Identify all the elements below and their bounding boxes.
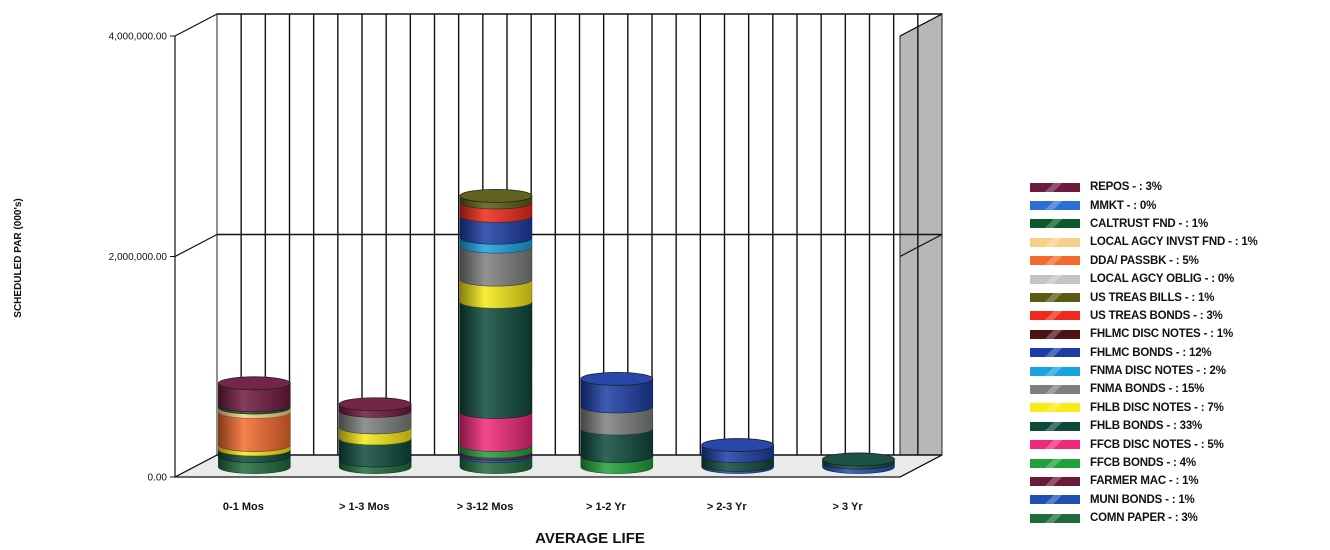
y-axis-label: SCHEDULED PAR (000's)	[13, 198, 24, 317]
legend-label: LOCAL AGCY OBLIG - : 0%	[1090, 273, 1235, 286]
legend-label: COMN PAPER - : 3%	[1090, 512, 1198, 525]
legend-item: FNMA BONDS - : 15%	[1030, 380, 1330, 398]
bar-stack	[338, 397, 412, 474]
grid-depth-line	[174, 13, 218, 37]
bar-top-cap	[701, 438, 775, 452]
legend-swatch	[1030, 403, 1080, 413]
legend-item: FFCB BONDS - : 4%	[1030, 454, 1330, 472]
legend-swatch	[1030, 256, 1080, 266]
side-grid-line	[899, 233, 943, 258]
legend-swatch	[1030, 495, 1080, 505]
x-tick-label: > 3-12 Mos	[457, 501, 514, 513]
legend-item: MUNI BONDS - : 1%	[1030, 491, 1330, 509]
x-tick-label: 0-1 Mos	[223, 501, 264, 513]
x-tick-label: > 3 Yr	[833, 501, 864, 513]
legend-label: REPOS - : 3%	[1090, 181, 1162, 194]
bars	[217, 188, 895, 474]
bar-top-cap	[338, 397, 412, 412]
legend-item: FHLMC BONDS - : 12%	[1030, 344, 1330, 362]
bar-stack	[701, 438, 775, 474]
legend-item: US TREAS BILLS - : 1%	[1030, 288, 1330, 306]
legend-swatch	[1030, 182, 1080, 192]
grid-depth-line	[174, 454, 218, 478]
legend-label: LOCAL AGCY INVST FND - : 1%	[1090, 236, 1258, 249]
bar-stack	[217, 376, 291, 474]
x-tick-label: > 1-2 Yr	[586, 501, 627, 513]
y-tick-label: 2,000,000.00	[109, 252, 168, 263]
bar-top-cap	[459, 188, 533, 203]
bar-stack	[459, 188, 533, 474]
axes: 0.00 2,000,000.00 4,000,000.00 0-1 Mos > 1-3…	[109, 32, 900, 513]
legend-item: FARMER MAC - : 1%	[1030, 472, 1330, 490]
legend-label: FHLB BONDS - : 33%	[1090, 420, 1203, 433]
legend-item: FHLB DISC NOTES - : 7%	[1030, 399, 1330, 417]
stacked-bar-chart: 0.00 2,000,000.00 4,000,000.00 0-1 Mos > 1-3…	[13, 13, 943, 547]
legend-swatch	[1030, 440, 1080, 450]
legend-label: US TREAS BILLS - : 1%	[1090, 291, 1215, 304]
legend-swatch	[1030, 384, 1080, 394]
y-tick-label: 4,000,000.00	[109, 32, 168, 43]
legend-swatch	[1030, 476, 1080, 486]
legend-swatch	[1030, 513, 1080, 523]
legend-item: US TREAS BONDS - : 3%	[1030, 307, 1330, 325]
x-axis-label: AVERAGE LIFE	[535, 530, 645, 547]
legend-swatch	[1030, 458, 1080, 468]
legend-swatch	[1030, 348, 1080, 358]
bar-top-cap	[217, 376, 291, 391]
legend-label: FNMA DISC NOTES - : 2%	[1090, 365, 1226, 378]
grid-depth-line	[174, 233, 218, 258]
legend-swatch	[1030, 329, 1080, 339]
legend-item: FFCB DISC NOTES - : 5%	[1030, 435, 1330, 453]
legend-swatch	[1030, 219, 1080, 229]
legend-label: FFCB BONDS - : 4%	[1090, 457, 1196, 470]
side-grid-line	[899, 454, 943, 478]
legend-label: FHLMC DISC NOTES - : 1%	[1090, 328, 1233, 341]
side-grid-line	[899, 13, 943, 37]
bar-top-cap	[822, 452, 895, 467]
legend-swatch	[1030, 421, 1080, 431]
y-tick-label: 0.00	[148, 473, 168, 484]
legend-label: FHLMC BONDS - : 12%	[1090, 346, 1212, 359]
legend-item: LOCAL AGCY INVST FND - : 1%	[1030, 233, 1330, 251]
legend-swatch	[1030, 311, 1080, 321]
legend-swatch	[1030, 366, 1080, 376]
legend-label: FARMER MAC - : 1%	[1090, 475, 1199, 488]
legend-label: MUNI BONDS - : 1%	[1090, 493, 1195, 506]
bar-stack	[580, 371, 654, 474]
legend-item: FHLMC DISC NOTES - : 1%	[1030, 325, 1330, 343]
legend-label: FNMA BONDS - : 15%	[1090, 383, 1205, 396]
legend-swatch	[1030, 237, 1080, 247]
legend-item: MMKT - : 0%	[1030, 196, 1330, 214]
legend-label: US TREAS BONDS - : 3%	[1090, 309, 1223, 322]
legend-item: FNMA DISC NOTES - : 2%	[1030, 362, 1330, 380]
bar-segment	[459, 301, 533, 419]
legend-item: LOCAL AGCY OBLIG - : 0%	[1030, 270, 1330, 288]
legend-label: FHLB DISC NOTES - : 7%	[1090, 401, 1224, 414]
legend-swatch	[1030, 201, 1080, 211]
legend-label: MMKT - : 0%	[1090, 199, 1157, 212]
legend-item: REPOS - : 3%	[1030, 178, 1330, 196]
legend-item: COMN PAPER - : 3%	[1030, 509, 1330, 527]
legend-item: DDA/ PASSBK - : 5%	[1030, 252, 1330, 270]
bar-stack	[822, 452, 895, 474]
x-tick-label: > 1-3 Mos	[339, 501, 389, 513]
plot-grid	[174, 13, 943, 478]
legend-item: CALTRUST FND - : 1%	[1030, 215, 1330, 233]
legend-swatch	[1030, 293, 1080, 303]
legend-item: FHLB BONDS - : 33%	[1030, 417, 1330, 435]
legend-swatch	[1030, 274, 1080, 284]
legend-label: FFCB DISC NOTES - : 5%	[1090, 438, 1224, 451]
legend-label: CALTRUST FND - : 1%	[1090, 217, 1209, 230]
legend-label: DDA/ PASSBK - : 5%	[1090, 254, 1199, 267]
legend: REPOS - : 3% MMKT - : 0% CALTRUST FND - : …	[1030, 178, 1330, 527]
x-tick-label: > 2-3 Yr	[707, 501, 748, 513]
bar-top-cap	[580, 371, 654, 386]
